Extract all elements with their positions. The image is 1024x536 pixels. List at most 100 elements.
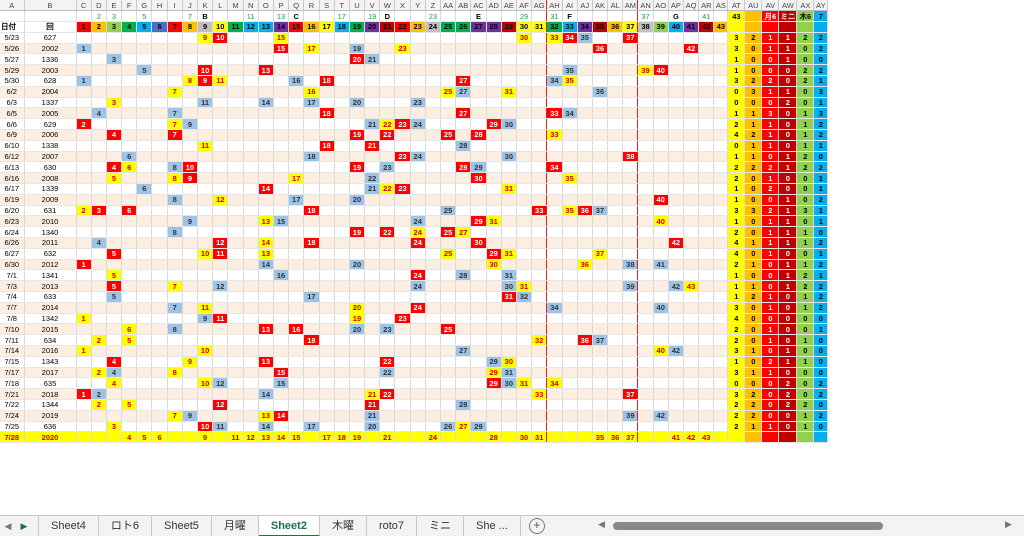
- number-cell[interactable]: [577, 431, 593, 444]
- number-cell[interactable]: [166, 291, 183, 303]
- number-cell[interactable]: [379, 269, 396, 282]
- number-cell[interactable]: [546, 118, 563, 131]
- number-cell[interactable]: 4: [91, 107, 107, 120]
- column-header[interactable]: Y: [410, 0, 426, 12]
- number-cell[interactable]: 21: [364, 183, 381, 195]
- number-cell[interactable]: [197, 356, 214, 368]
- number-cell[interactable]: [592, 53, 609, 66]
- number-cell[interactable]: [212, 367, 229, 379]
- number-cell[interactable]: [348, 86, 366, 98]
- stat-cell[interactable]: 0: [761, 259, 780, 271]
- number-cell[interactable]: 36: [592, 86, 609, 98]
- number-cell[interactable]: [394, 280, 411, 293]
- number-cell[interactable]: [319, 86, 335, 98]
- number-cell[interactable]: [653, 43, 669, 55]
- number-cell[interactable]: [501, 43, 517, 55]
- number-cell[interactable]: [683, 53, 700, 66]
- number-cell[interactable]: [637, 75, 654, 87]
- number-cell[interactable]: [531, 86, 548, 98]
- number-cell[interactable]: [348, 248, 366, 260]
- add-sheet-icon[interactable]: +: [528, 518, 545, 534]
- group-number-cell[interactable]: [227, 10, 244, 23]
- number-cell[interactable]: [713, 53, 729, 66]
- number-cell[interactable]: [319, 280, 335, 293]
- number-cell[interactable]: [243, 280, 259, 293]
- number-cell[interactable]: [166, 431, 183, 444]
- number-cell[interactable]: [546, 280, 563, 293]
- stat-cell[interactable]: 1: [744, 118, 763, 131]
- number-cell[interactable]: [455, 431, 472, 444]
- draw-number-cell[interactable]: 634: [24, 334, 77, 346]
- number-cell[interactable]: [182, 323, 199, 336]
- stat-cell[interactable]: 0: [796, 43, 815, 55]
- number-cell[interactable]: [592, 269, 609, 282]
- number-cell[interactable]: [622, 107, 639, 120]
- number-cell[interactable]: [439, 431, 457, 444]
- number-cell[interactable]: [622, 377, 639, 390]
- column-header[interactable]: AC: [470, 0, 487, 12]
- number-cell[interactable]: 2: [91, 367, 107, 379]
- number-cell[interactable]: [273, 226, 290, 239]
- number-cell[interactable]: [348, 237, 366, 249]
- number-cell[interactable]: 42: [668, 345, 685, 357]
- number-cell[interactable]: [713, 313, 729, 325]
- number-cell[interactable]: [531, 323, 548, 336]
- number-cell[interactable]: [516, 107, 533, 120]
- group-label[interactable]: B: [197, 10, 214, 23]
- number-cell[interactable]: [348, 280, 366, 293]
- number-cell[interactable]: [713, 291, 729, 303]
- stat-cell[interactable]: 1: [744, 345, 763, 357]
- number-cell[interactable]: [577, 248, 593, 260]
- draw-number-cell[interactable]: 631: [24, 205, 77, 217]
- number-cell[interactable]: [439, 183, 457, 195]
- number-cell[interactable]: 9: [182, 356, 199, 368]
- number-cell[interactable]: [577, 280, 593, 293]
- number-cell[interactable]: [592, 323, 609, 336]
- stat-cell[interactable]: 1: [778, 345, 798, 357]
- number-cell[interactable]: [607, 302, 624, 314]
- number-cell[interactable]: [470, 259, 487, 271]
- number-cell[interactable]: [288, 399, 305, 411]
- number-cell[interactable]: [212, 205, 229, 217]
- number-cell[interactable]: [136, 377, 153, 390]
- number-cell[interactable]: [288, 97, 305, 109]
- stat-cell[interactable]: 1: [761, 86, 780, 98]
- number-cell[interactable]: [470, 53, 487, 66]
- number-cell[interactable]: [151, 97, 168, 109]
- number-cell[interactable]: [637, 269, 654, 282]
- sheet-tab[interactable]: roto7: [367, 515, 418, 536]
- number-cell[interactable]: 28: [455, 140, 472, 152]
- number-cell[interactable]: [394, 367, 411, 379]
- number-cell[interactable]: [592, 302, 609, 314]
- stat-cell[interactable]: 2: [727, 172, 746, 185]
- number-cell[interactable]: 2: [75, 118, 92, 131]
- number-cell[interactable]: [227, 280, 244, 293]
- date-cell[interactable]: 7/15: [0, 356, 25, 368]
- number-cell[interactable]: 9: [197, 313, 214, 325]
- number-cell[interactable]: [91, 97, 107, 109]
- number-cell[interactable]: [243, 259, 259, 271]
- number-header-cell[interactable]: 12: [243, 21, 259, 33]
- number-cell[interactable]: [425, 334, 442, 346]
- number-cell[interactable]: [668, 323, 685, 336]
- number-cell[interactable]: 23: [410, 97, 426, 109]
- number-cell[interactable]: [577, 43, 593, 55]
- number-cell[interactable]: [425, 32, 442, 44]
- number-cell[interactable]: 14: [257, 421, 274, 433]
- number-cell[interactable]: [637, 43, 654, 55]
- number-cell[interactable]: [288, 53, 305, 66]
- number-cell[interactable]: [257, 205, 274, 217]
- date-cell[interactable]: 6/19: [0, 194, 25, 206]
- number-cell[interactable]: [622, 97, 639, 109]
- stat-cell[interactable]: 0: [796, 194, 815, 206]
- number-cell[interactable]: [273, 302, 290, 314]
- number-cell[interactable]: [653, 248, 669, 260]
- number-header-cell[interactable]: 18: [334, 21, 350, 33]
- number-cell[interactable]: [394, 345, 411, 357]
- stat-cell[interactable]: 0: [796, 388, 815, 400]
- number-cell[interactable]: [592, 151, 609, 163]
- stat-cell[interactable]: 2: [813, 118, 829, 131]
- number-header-cell[interactable]: 37: [622, 21, 639, 33]
- number-cell[interactable]: [121, 53, 138, 66]
- stat-cell[interactable]: 3: [727, 367, 746, 379]
